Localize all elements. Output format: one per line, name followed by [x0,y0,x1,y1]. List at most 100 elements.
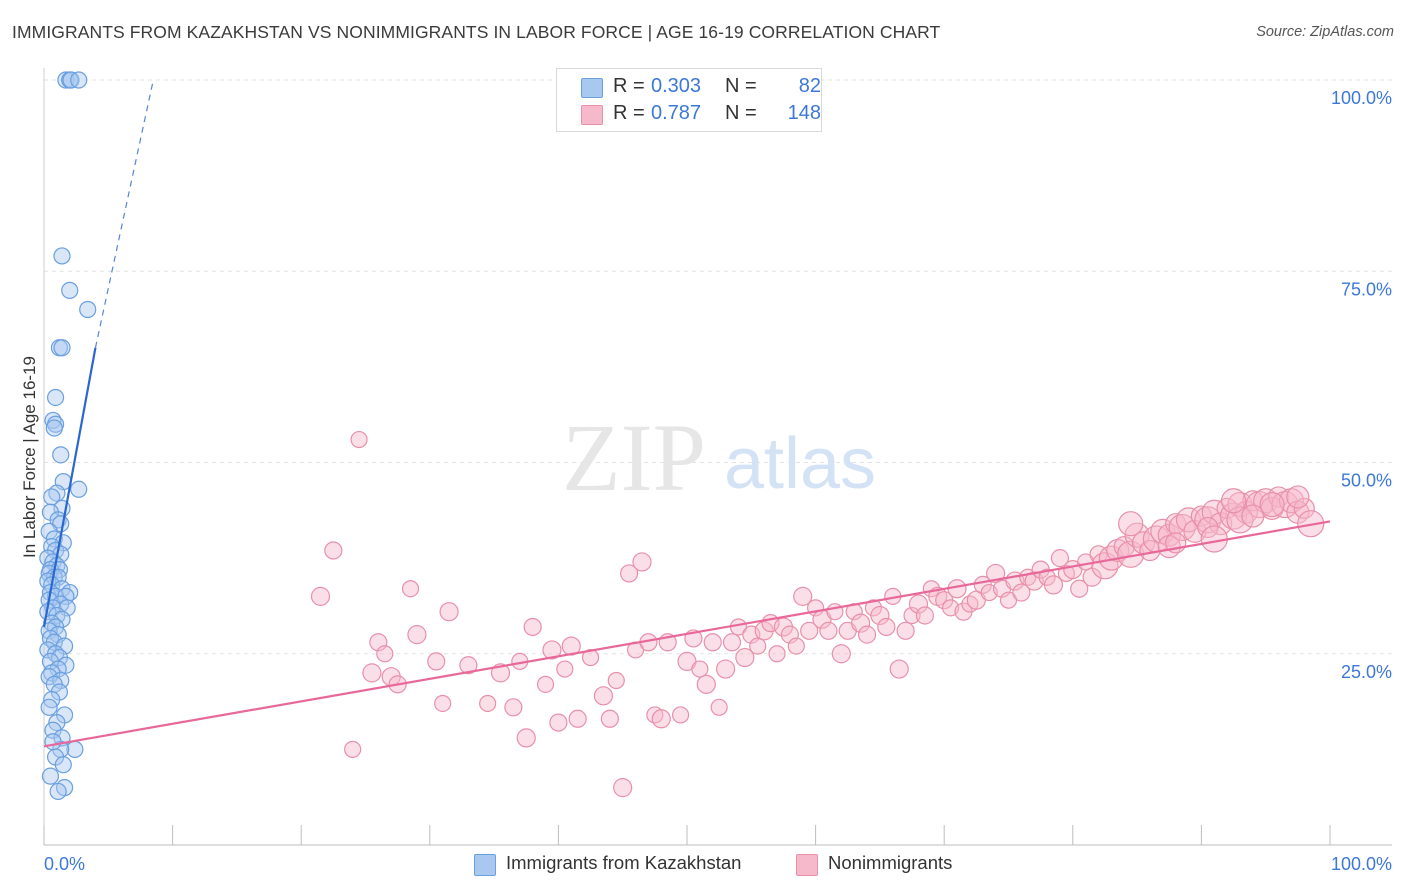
nonimmigrants-point [568,709,587,728]
kazakhstan-point [57,71,75,89]
nonimmigrants-point [800,621,819,640]
y-tick-label: 50.0% [1341,471,1392,491]
x-tick-label: 100.0% [1331,854,1392,874]
nonimmigrants-trendline [43,520,1331,748]
nonimmigrants-point [889,659,909,679]
grid-lines [44,79,1392,655]
nonimmigrants-point [1241,504,1265,528]
nonimmigrants-point [1050,549,1070,568]
nonimmigrants-point [735,647,755,668]
nonimmigrants-point [691,660,709,678]
kazakhstan-point [45,419,63,437]
watermark: ZIP atlas [562,404,876,511]
legend-r-value: 0.787 [651,102,702,124]
nonimmigrants-point [1070,579,1089,598]
nonimmigrants-point [710,698,728,716]
nonimmigrants-point [1286,485,1310,509]
nonimmigrants-point [715,659,736,679]
bottom-legend-label: Nonimmigrants [828,852,953,873]
nonimmigrants-point [439,602,459,622]
nonimmigrants-point [1226,506,1254,534]
nonimmigrants-point [793,586,813,606]
nonimmigrants-point [696,674,716,694]
nonimmigrants-point [407,625,427,645]
kazakhstan-point [61,281,79,299]
chart-title: IMMIGRANTS FROM KAZAKHSTAN VS NONIMMIGRA… [12,22,941,42]
kazakhstan-point [52,446,70,464]
kazakhstan-point [46,388,65,407]
kazakhstan-point [44,733,62,751]
nonimmigrants-point [749,637,767,655]
kazakhstan-point [57,656,75,674]
nonimmigrants-point [1259,491,1285,518]
nonimmigrants-point [857,625,877,644]
x-tick-label: 0.0% [44,854,85,874]
legend-n-label: N = [725,102,757,124]
nonimmigrants-point [593,686,614,706]
watermark-atlas: atlas [724,424,876,504]
nonimmigrants-point [1012,583,1031,602]
source-label: Source: ZipAtlas.com [1256,24,1394,40]
legend-n-value: 148 [787,102,821,124]
nonimmigrants-point [523,617,542,637]
kazakhstan-trendline [42,347,97,628]
kazakhstan-point [53,339,71,357]
nonimmigrants-point [401,580,420,598]
nonimmigrants-point [613,778,633,798]
nonimmigrants-point [1057,564,1075,583]
watermark-zip: ZIP [562,404,706,511]
legend-n-label: N = [725,75,757,97]
kazakhstan-point [70,480,88,498]
correlation-legend: R = 0.303 N = 82 R = 0.787 N = 148 [556,68,822,132]
nonimmigrants-point [516,728,536,748]
nonimmigrants-point [600,709,619,728]
nonimmigrants-point [459,656,478,675]
kazakhstan-point [54,756,72,774]
trend-lines [42,79,1331,748]
nonimmigrants-point [787,637,805,655]
legend-r-label: R = [613,75,645,97]
tick-labels: 25.0% 50.0% 75.0% 100.0% 0.0% 100.0% [44,88,1392,874]
nonimmigrants-point [831,644,851,664]
nonimmigrants-point [915,606,935,625]
legend-r-label: R = [613,102,645,124]
nonimmigrants-point [310,586,331,606]
y-tick-label: 100.0% [1331,88,1392,108]
kazakhstan-point [41,767,60,785]
nonimmigrants-point [376,645,394,663]
nonimmigrants-point [1118,511,1144,537]
nonimmigrants-point [864,599,883,617]
nonimmigrants-points [310,430,1325,798]
bottom-legend-label: Immigrants from Kazakhstan [506,852,742,873]
nonimmigrants-point [651,709,671,729]
nonimmigrants-point [1271,490,1299,519]
legend-n-value: 82 [798,75,821,97]
kazakhstan-point [49,782,67,801]
kazakhstan-point [53,247,71,265]
nonimmigrants-point [703,633,722,652]
nonimmigrants-point [1220,488,1247,514]
kazakhstan-point [70,71,88,89]
nonimmigrants-point [479,694,497,713]
bottom-legend-swatch-pink [796,854,818,876]
nonimmigrants-point [504,698,523,717]
kazakhstan-point [79,300,97,319]
nonimmigrants-point [1168,513,1196,542]
nonimmigrants-point [1043,575,1064,595]
legend-swatch-blue [581,78,603,98]
nonimmigrants-point [556,660,574,678]
nonimmigrants-point [961,595,979,613]
nonimmigrants-point [581,648,600,667]
nonimmigrants-point [324,541,343,560]
nonimmigrants-point [722,633,742,652]
nonimmigrants-point [851,613,871,633]
nonimmigrants-point [632,552,652,572]
nonimmigrants-point [819,621,838,640]
nonimmigrants-point [362,663,382,683]
nonimmigrants-point [1293,497,1315,519]
nonimmigrants-point [908,594,929,614]
nonimmigrants-point [1278,488,1305,514]
nonimmigrants-point [903,606,921,625]
kazakhstan-point [40,698,58,716]
